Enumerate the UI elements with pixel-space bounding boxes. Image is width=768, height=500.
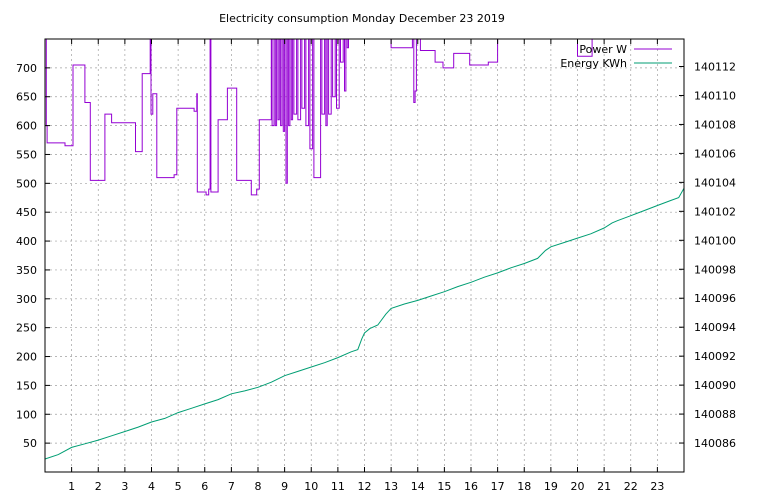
x-tick-label: 8 [255,480,262,493]
y-tick-label: 150 [16,379,37,392]
x-tick-label: 15 [437,480,451,493]
x-tick-label: 2 [95,480,102,493]
y2-tick-label: 140112 [694,61,736,74]
x-tick-label: 4 [148,480,155,493]
y2-tick-label: 140096 [694,292,736,305]
x-tick-label: 3 [121,480,128,493]
x-tick-label: 23 [650,480,664,493]
x-tick-label: 6 [201,480,208,493]
axis-ticks: 1 2 3 4 5 6 7 8 9 10 11 12 13 14 15 16 17 18 19 20 21 22 23501… [16,39,736,493]
y2-tick-label: 140090 [694,379,736,392]
x-tick-label: 11 [331,480,345,493]
x-tick-label: 1 [68,480,75,493]
x-tick-label: 14 [411,480,425,493]
x-tick-label: 20 [571,480,585,493]
grid [45,39,684,472]
y2-tick-label: 140106 [694,147,736,160]
x-tick-label: 13 [384,480,398,493]
y2-tick-label: 140092 [694,350,736,363]
y2-tick-label: 140100 [694,234,736,247]
x-tick-label: 21 [597,480,611,493]
x-tick-label: 7 [228,480,235,493]
x-tick-label: 9 [281,480,288,493]
x-tick-label: 10 [304,480,318,493]
y2-tick-label: 140098 [694,263,736,276]
series-line-1 [44,187,685,460]
legend-label: Energy KWh [560,57,627,70]
chart-title: Electricity consumption Monday December … [219,12,505,25]
x-tick-label: 22 [624,480,638,493]
y-tick-label: 450 [16,206,37,219]
y2-tick-label: 140110 [694,89,736,102]
y-tick-label: 650 [16,91,37,104]
y-tick-label: 700 [16,62,37,75]
x-tick-label: 18 [517,480,531,493]
y-tick-label: 300 [16,293,37,306]
y-tick-label: 200 [16,351,37,364]
y2-tick-label: 140088 [694,408,736,421]
y-tick-label: 550 [16,148,37,161]
y-tick-label: 100 [16,408,37,421]
y2-tick-label: 140104 [694,176,736,189]
y2-tick-label: 140102 [694,205,736,218]
y-tick-label: 350 [16,264,37,277]
y-tick-label: 250 [16,322,37,335]
x-tick-label: 19 [544,480,558,493]
legend-label: Power W [579,43,627,56]
x-tick-label: 17 [491,480,505,493]
x-tick-label: 5 [175,480,182,493]
x-tick-label: 16 [464,480,478,493]
y2-tick-label: 140108 [694,118,736,131]
y-tick-label: 400 [16,235,37,248]
y-tick-label: 50 [23,437,37,450]
y-tick-label: 500 [16,177,37,190]
y2-tick-label: 140086 [694,437,736,450]
y2-tick-label: 140094 [694,321,736,334]
x-tick-label: 12 [358,480,372,493]
y-tick-label: 600 [16,120,37,133]
